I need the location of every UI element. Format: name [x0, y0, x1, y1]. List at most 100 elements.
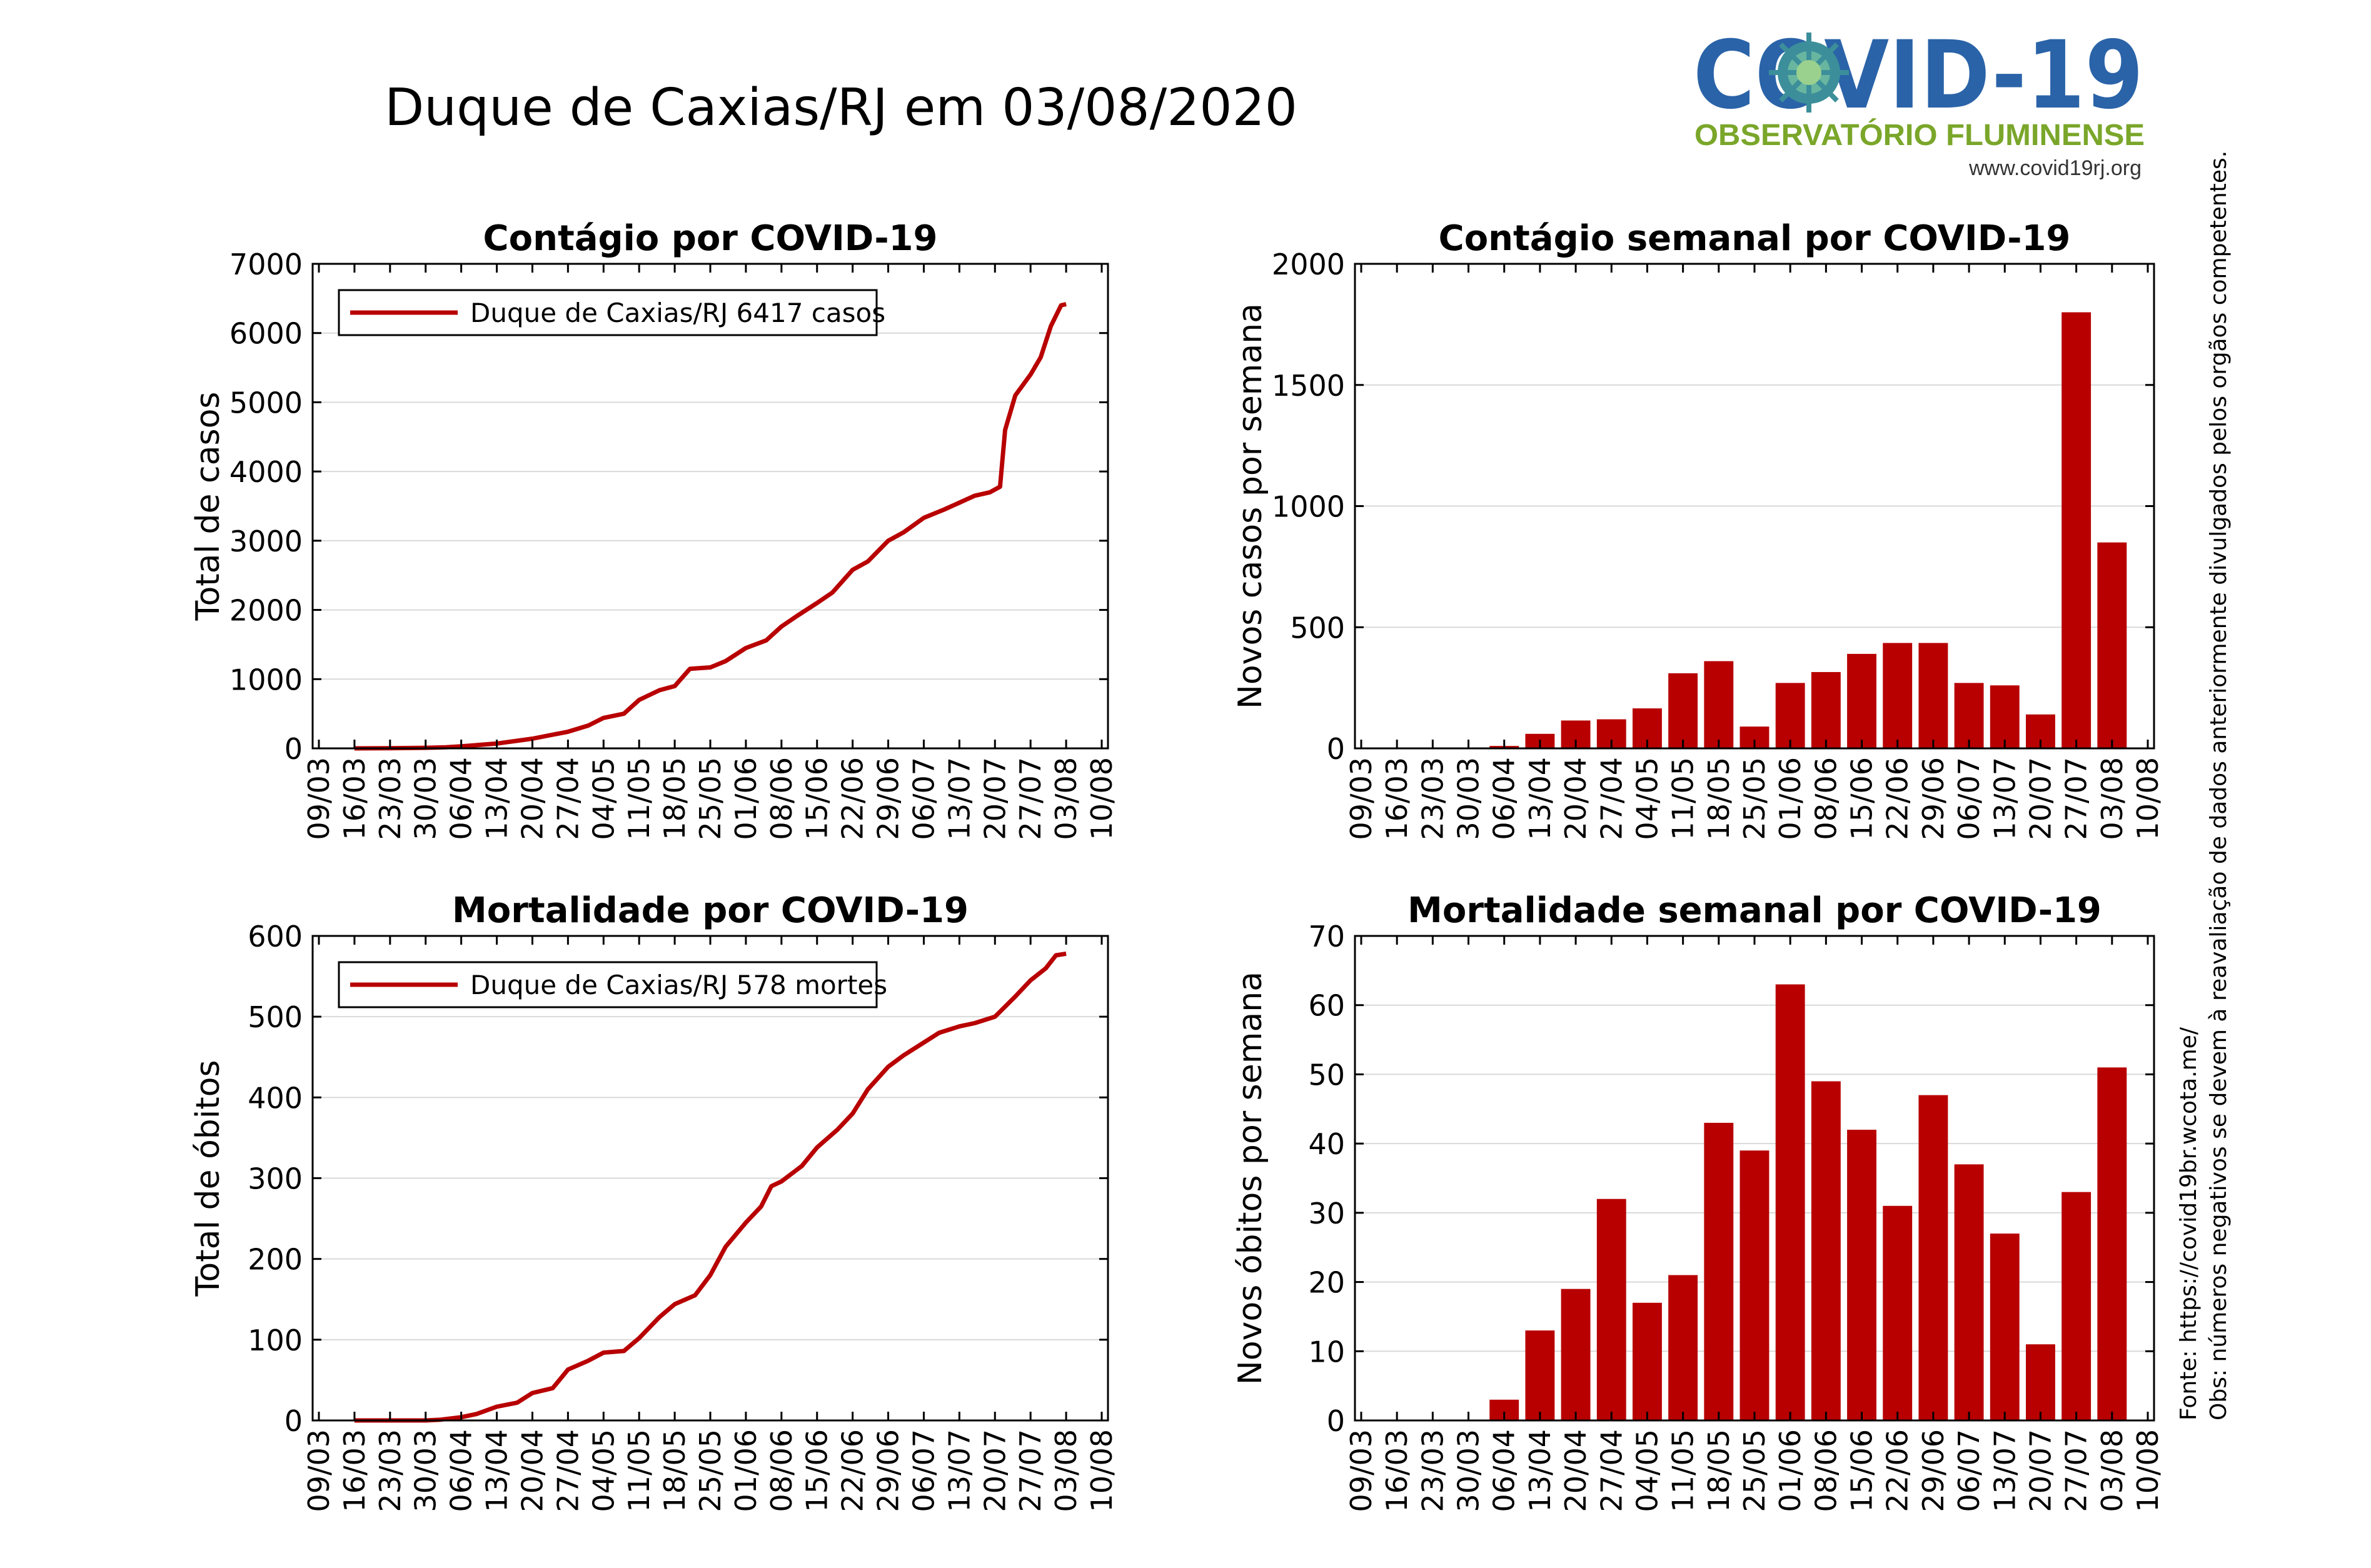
logo-url: www.covid19rj.org — [1968, 156, 2142, 180]
x-tick-label: 16/03 — [1380, 757, 1414, 840]
x-tick-label: 25/05 — [1738, 757, 1771, 840]
x-tick-label: 25/05 — [693, 757, 727, 840]
y-tick-label: 5000 — [229, 386, 303, 420]
x-tick-label: 06/07 — [907, 757, 940, 840]
x-tick-label: 16/03 — [338, 1429, 371, 1512]
x-tick-label: 06/07 — [1952, 1429, 1986, 1512]
bar-08/06 — [1811, 671, 1841, 748]
y-tick-label: 0 — [1327, 732, 1345, 766]
x-tick-label: 29/06 — [1916, 757, 1950, 840]
x-tick-label: 16/03 — [1380, 1429, 1414, 1512]
chart-deaths-weekly: 0 10 20 30 40 50 60 70 09/03 16/03 23/03 30/03 06/04… — [1232, 890, 2165, 1512]
legend-label: Duque de Caxias/RJ 578 mortes — [470, 970, 887, 1000]
x-tick-label: 22/06 — [1881, 757, 1915, 840]
x-tick-label: 06/04 — [1488, 757, 1521, 840]
bar-06/07 — [1954, 683, 1984, 748]
x-tick-label: 06/04 — [445, 1429, 478, 1512]
x-tick-label: 16/03 — [338, 757, 371, 840]
x-tick-label: 20/04 — [515, 1429, 549, 1512]
x-tick-label: 18/05 — [658, 757, 692, 840]
x-tick-label: 25/05 — [1738, 1429, 1771, 1512]
x-tick-label: 30/03 — [409, 1429, 443, 1512]
x-tick-label: 11/05 — [1666, 1429, 1700, 1512]
bar-18/05 — [1704, 661, 1734, 748]
y-tick-label: 70 — [1308, 920, 1345, 953]
y-tick-label: 0 — [1327, 1404, 1345, 1438]
x-tick-label: 03/08 — [2095, 1429, 2129, 1512]
y-tick-label: 1000 — [229, 663, 303, 696]
y-tick-label: 600 — [248, 920, 303, 953]
x-tick-label: 22/06 — [836, 1429, 870, 1512]
x-tick-label: 27/07 — [2060, 757, 2093, 840]
chart-title: Contágio semanal por COVID-19 — [1439, 218, 2071, 259]
bar-08/06 — [1811, 1081, 1841, 1420]
y-tick-label: 4000 — [229, 455, 303, 489]
x-tick-label: 13/07 — [942, 1429, 976, 1512]
y-tick-label: 2000 — [1272, 248, 1345, 281]
x-tick-label: 10/08 — [2131, 757, 2165, 840]
x-tick-label: 15/06 — [800, 1429, 834, 1512]
x-tick-label: 01/06 — [729, 757, 763, 840]
source-note: Fonte: https://covid19br.wcota.me/ — [2176, 1027, 2202, 1420]
x-tick-label: 15/06 — [800, 757, 834, 840]
y-tick-label: 100 — [248, 1324, 303, 1357]
x-tick-label: 04/05 — [1630, 757, 1664, 840]
x-tick-label: 20/04 — [1559, 757, 1593, 840]
y-tick-label: 1500 — [1272, 369, 1345, 403]
x-tick-label: 03/08 — [2095, 757, 2129, 840]
x-tick-label: 20/07 — [2023, 1429, 2057, 1512]
x-tick-label: 13/07 — [1988, 757, 2021, 840]
x-tick-label: 23/03 — [373, 757, 407, 840]
x-tick-label: 10/08 — [1085, 1429, 1119, 1512]
bar-20/07 — [2026, 1344, 2055, 1420]
x-tick-label: 20/04 — [515, 757, 549, 840]
x-tick-label: 29/06 — [872, 757, 905, 840]
x-tick-label: 25/05 — [693, 1429, 727, 1512]
y-axis-label: Novos casos por semana — [1232, 303, 1269, 709]
y-tick-label: 0 — [284, 732, 303, 766]
bar-29/06 — [1918, 1095, 1948, 1420]
legend-label: Duque de Caxias/RJ 6417 casos — [470, 298, 885, 328]
x-tick-label: 09/03 — [1344, 757, 1378, 840]
bar-22/06 — [1883, 1205, 1913, 1420]
x-tick-label: 15/06 — [1845, 757, 1879, 840]
bar-20/04 — [1561, 1289, 1591, 1420]
series-line — [354, 302, 1067, 751]
x-tick-label: 11/05 — [622, 757, 656, 840]
x-tick-label: 13/04 — [1523, 1429, 1557, 1512]
x-tick-label: 23/03 — [373, 1429, 407, 1512]
x-tick-label: 27/04 — [551, 1429, 585, 1512]
y-tick-label: 6000 — [229, 317, 303, 351]
x-tick-label: 04/05 — [586, 1429, 620, 1512]
bar-18/05 — [1704, 1122, 1734, 1420]
x-tick-label: 04/05 — [586, 757, 620, 840]
x-tick-label: 09/03 — [1344, 1429, 1378, 1512]
x-tick-label: 06/07 — [907, 1429, 940, 1512]
series-line — [354, 951, 1067, 1423]
bar-13/07 — [1990, 685, 2020, 748]
x-tick-label: 13/07 — [942, 757, 976, 840]
bar-27/04 — [1596, 1199, 1626, 1420]
x-tick-label: 23/03 — [1416, 757, 1449, 840]
bar-11/05 — [1668, 1275, 1698, 1420]
plot-frame — [311, 263, 1109, 750]
bar-25/05 — [1739, 1150, 1769, 1420]
x-tick-label: 18/05 — [658, 1429, 692, 1512]
x-tick-label: 20/04 — [1559, 1429, 1593, 1512]
bar-01/06 — [1775, 984, 1805, 1420]
y-tick-label: 200 — [248, 1243, 303, 1277]
bar-06/07 — [1954, 1164, 1984, 1420]
x-tick-label: 01/06 — [1773, 1429, 1807, 1512]
x-tick-label: 15/06 — [1845, 1429, 1879, 1512]
x-tick-label: 13/07 — [1988, 1429, 2021, 1512]
bar-15/06 — [1847, 653, 1876, 748]
y-tick-label: 20 — [1308, 1266, 1345, 1300]
x-tick-label: 04/05 — [1630, 1429, 1664, 1512]
x-tick-label: 08/06 — [1809, 757, 1843, 840]
x-tick-label: 23/03 — [1416, 1429, 1449, 1512]
x-tick-label: 29/06 — [872, 1429, 905, 1512]
y-tick-label: 40 — [1308, 1127, 1345, 1161]
